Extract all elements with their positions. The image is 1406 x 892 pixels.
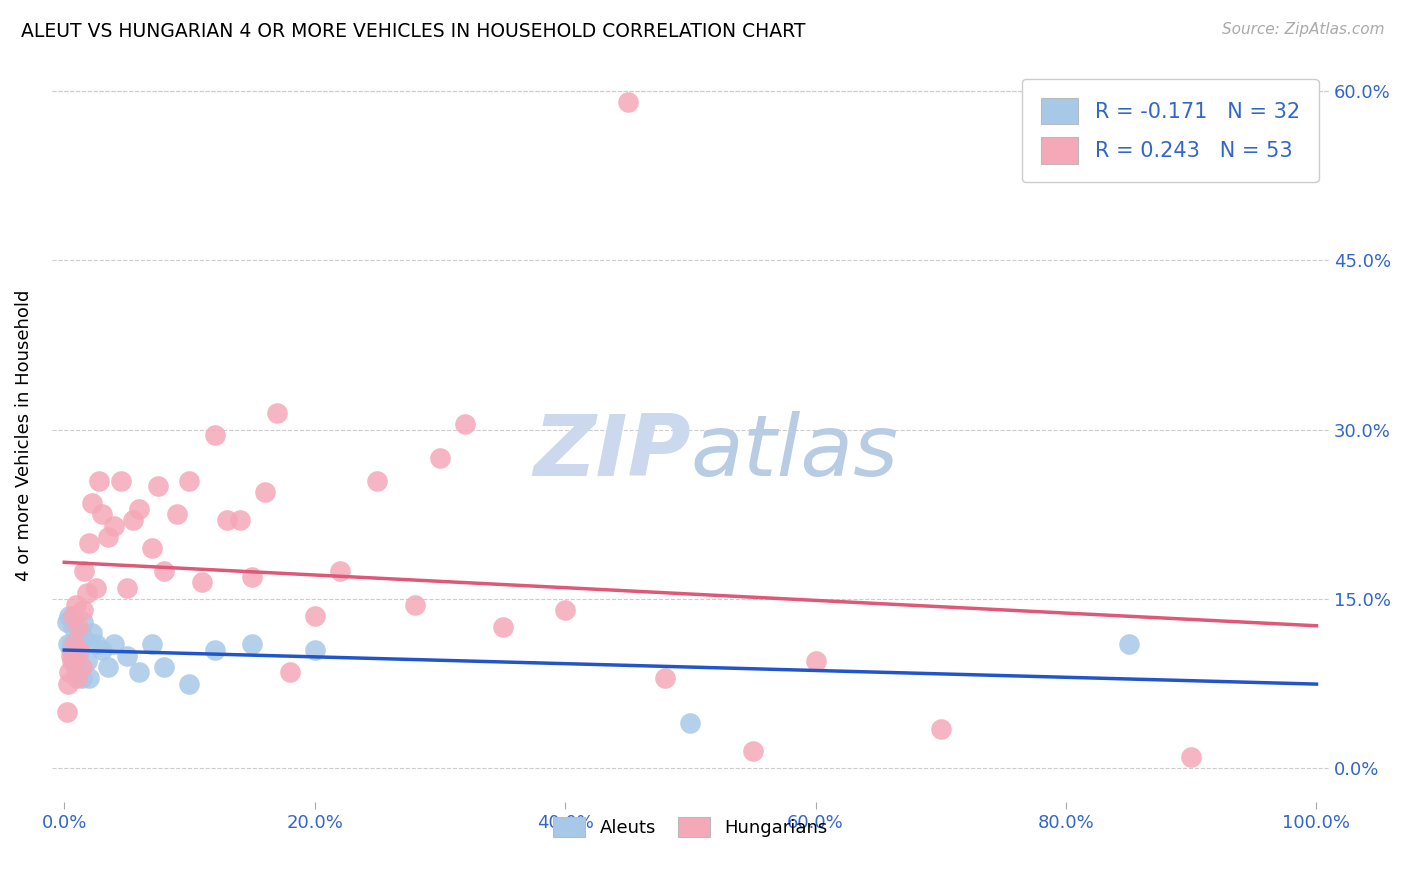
Point — [366, 474, 388, 488]
Legend: Aleuts, Hungarians: Aleuts, Hungarians — [546, 809, 835, 845]
Point — [429, 450, 451, 465]
Point — [60, 654, 83, 668]
Text: ALEUT VS HUNGARIAN 4 OR MORE VEHICLES IN HOUSEHOLD CORRELATION CHART: ALEUT VS HUNGARIAN 4 OR MORE VEHICLES IN… — [21, 22, 806, 41]
Point — [66, 671, 89, 685]
Point — [141, 541, 163, 556]
Point — [60, 637, 83, 651]
Point — [65, 665, 87, 680]
Point — [128, 665, 150, 680]
Point — [304, 609, 326, 624]
Point — [110, 474, 132, 488]
Point — [215, 513, 238, 527]
Text: ZIP: ZIP — [533, 411, 690, 494]
Point — [63, 654, 86, 668]
Point — [76, 586, 98, 600]
Point — [58, 609, 80, 624]
Point — [69, 626, 91, 640]
Point — [266, 406, 288, 420]
Point — [153, 660, 176, 674]
Point — [62, 609, 84, 624]
Point — [329, 564, 352, 578]
Point — [616, 95, 638, 110]
Point — [63, 637, 86, 651]
Point — [804, 654, 827, 668]
Point — [115, 581, 138, 595]
Point — [65, 598, 87, 612]
Point — [141, 637, 163, 651]
Text: atlas: atlas — [690, 411, 898, 494]
Point — [128, 501, 150, 516]
Point — [103, 518, 125, 533]
Point — [1118, 637, 1140, 651]
Point — [929, 722, 952, 736]
Point — [79, 535, 101, 549]
Point — [454, 417, 477, 431]
Point — [122, 513, 145, 527]
Point — [90, 643, 112, 657]
Point — [72, 603, 94, 617]
Point — [404, 598, 426, 612]
Point — [67, 648, 90, 663]
Point — [166, 508, 188, 522]
Point — [679, 716, 702, 731]
Point — [228, 513, 250, 527]
Point — [73, 632, 96, 646]
Point — [1180, 750, 1202, 764]
Point — [67, 643, 90, 657]
Point — [654, 671, 676, 685]
Point — [204, 428, 226, 442]
Point — [79, 671, 101, 685]
Point — [240, 637, 263, 651]
Point — [66, 637, 89, 651]
Point — [67, 620, 90, 634]
Point — [73, 564, 96, 578]
Point — [70, 671, 93, 685]
Point — [191, 575, 214, 590]
Point — [59, 643, 82, 657]
Text: Source: ZipAtlas.com: Source: ZipAtlas.com — [1222, 22, 1385, 37]
Point — [148, 479, 170, 493]
Point — [80, 626, 103, 640]
Point — [55, 615, 77, 629]
Point — [72, 615, 94, 629]
Point — [84, 581, 107, 595]
Point — [97, 660, 120, 674]
Point — [278, 665, 301, 680]
Point — [742, 744, 765, 758]
Point — [304, 643, 326, 657]
Point — [115, 648, 138, 663]
Point — [554, 603, 576, 617]
Point — [90, 508, 112, 522]
Point — [153, 564, 176, 578]
Y-axis label: 4 or more Vehicles in Household: 4 or more Vehicles in Household — [15, 290, 32, 581]
Point — [179, 677, 201, 691]
Point — [55, 705, 77, 719]
Point — [179, 474, 201, 488]
Point — [76, 654, 98, 668]
Point — [80, 496, 103, 510]
Point — [56, 677, 79, 691]
Point — [103, 637, 125, 651]
Point — [253, 484, 276, 499]
Point — [204, 643, 226, 657]
Point — [89, 474, 111, 488]
Point — [97, 530, 120, 544]
Point — [62, 620, 84, 634]
Point — [67, 660, 90, 674]
Point — [59, 648, 82, 663]
Point — [58, 665, 80, 680]
Point — [70, 660, 93, 674]
Point — [84, 637, 107, 651]
Point — [491, 620, 513, 634]
Point — [56, 637, 79, 651]
Point — [240, 569, 263, 583]
